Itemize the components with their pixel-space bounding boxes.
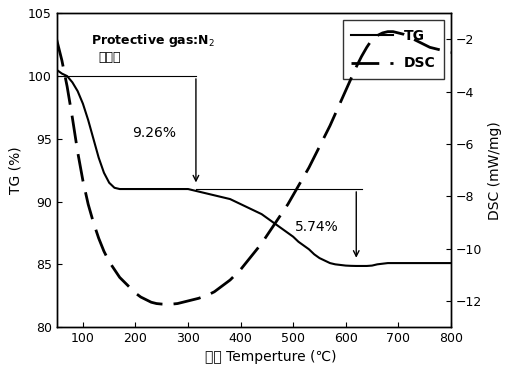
Y-axis label: TG (%): TG (%) — [8, 146, 22, 194]
Legend: TG, DSC: TG, DSC — [342, 20, 443, 79]
Text: 温度 Temperture (℃): 温度 Temperture (℃) — [204, 350, 335, 364]
Y-axis label: DSC (mW/mg): DSC (mW/mg) — [487, 121, 501, 220]
Text: Protective gas:N$_2$: Protective gas:N$_2$ — [91, 32, 214, 49]
Text: 9.26%: 9.26% — [132, 125, 176, 139]
Text: 保护气: 保护气 — [98, 51, 121, 64]
Text: 5.74%: 5.74% — [294, 220, 338, 234]
